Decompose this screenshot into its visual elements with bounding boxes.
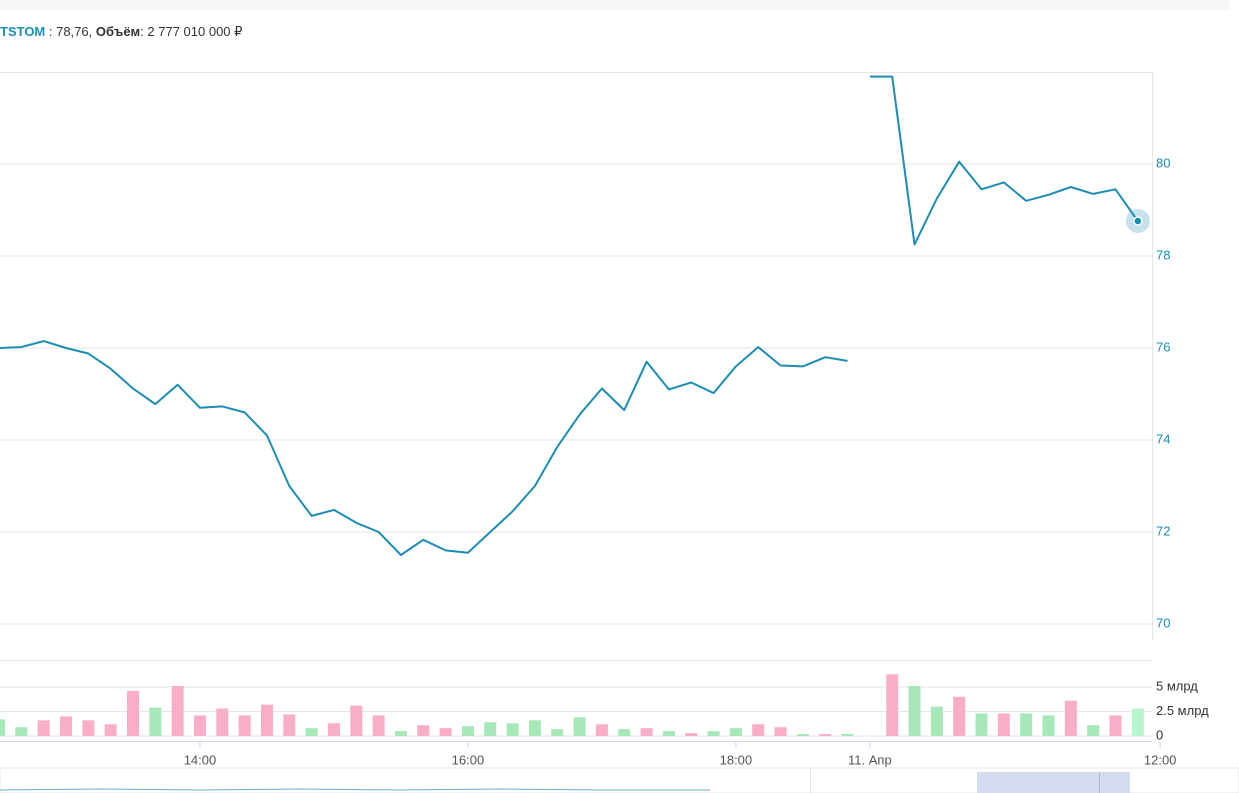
volume-bar (15, 727, 28, 736)
volume-bar (0, 719, 5, 736)
volume-bar (662, 731, 675, 736)
volume-bar (461, 726, 474, 736)
price: : 78,76, (45, 24, 92, 39)
volume-bar (819, 734, 832, 736)
navigator-selection[interactable] (977, 772, 1130, 793)
volume-label: Объём (96, 24, 140, 39)
volume-bar (327, 723, 340, 736)
volume-bar (305, 728, 318, 736)
y-tick-label: 76 (1156, 339, 1170, 354)
volume-bar (908, 686, 921, 736)
volume-bar (774, 727, 787, 736)
volume-bar (394, 731, 407, 736)
volume-bar (640, 728, 653, 736)
volume-bar (193, 715, 206, 736)
header: TSTOM : 78,76, Объём: 2 777 010 000 ₽ (0, 24, 242, 39)
volume-bar (1109, 715, 1122, 736)
volume: : 2 777 010 000 ₽ (140, 24, 242, 39)
top-bar (0, 0, 1230, 10)
volume-bar (729, 728, 742, 736)
volume-bar (59, 716, 72, 736)
volume-bar (372, 715, 385, 736)
volume-bar (1087, 725, 1100, 736)
volume-bar (975, 713, 988, 736)
x-tick-label: 11. Апр (848, 752, 892, 767)
x-tick-label: 18:00 (720, 752, 753, 767)
x-tick-label: 16:00 (452, 752, 485, 767)
volume-bar (1064, 700, 1077, 736)
volume-bar (149, 707, 162, 736)
volume-bar (439, 728, 452, 736)
y-tick-label: 0 (1156, 727, 1163, 742)
volume-bar (841, 734, 854, 736)
volume-bar (886, 674, 899, 736)
x-tick-label: 12:00 (1144, 752, 1177, 767)
volume-bar (37, 720, 50, 736)
volume-bar (1131, 708, 1144, 736)
price-line (0, 340, 848, 556)
volume-bar (1042, 715, 1055, 736)
volume-bar (283, 714, 296, 736)
y-tick-label: 72 (1156, 523, 1170, 538)
volume-bar (528, 720, 541, 736)
volume-bar (238, 715, 251, 736)
volume-bar (260, 704, 273, 736)
volume-bar (618, 729, 631, 736)
last-point (1133, 216, 1143, 226)
volume-bar (1020, 713, 1033, 736)
volume-bar (171, 686, 184, 736)
navigator-line (0, 788, 710, 791)
volume-bar (417, 725, 430, 736)
volume-bar (104, 724, 117, 736)
y-tick-label: 78 (1156, 247, 1170, 262)
y-tick-label: 2.5 млрд (1156, 703, 1209, 718)
volume-bar (126, 690, 139, 736)
ticker: TSTOM (0, 24, 45, 39)
price-line (869, 75, 1139, 246)
volume-bar (551, 729, 564, 736)
volume-bar (573, 717, 586, 736)
volume-bar (350, 705, 363, 736)
y-tick-label: 70 (1156, 615, 1170, 630)
volume-bar (595, 724, 608, 736)
volume-bar (953, 696, 966, 736)
volume-bar (685, 733, 698, 736)
y-tick-label: 74 (1156, 431, 1170, 446)
volume-bar (484, 722, 497, 736)
volume-bar (506, 723, 519, 736)
x-tick-label: 14:00 (184, 752, 217, 767)
volume-bar (752, 724, 765, 736)
volume-bar (796, 734, 809, 736)
y-tick-label: 5 млрд (1156, 678, 1198, 693)
volume-bar (82, 720, 95, 736)
volume-bar (930, 706, 943, 736)
volume-bar (707, 731, 720, 736)
volume-bar (997, 713, 1010, 736)
y-tick-label: 80 (1156, 155, 1170, 170)
volume-bar (216, 708, 229, 736)
